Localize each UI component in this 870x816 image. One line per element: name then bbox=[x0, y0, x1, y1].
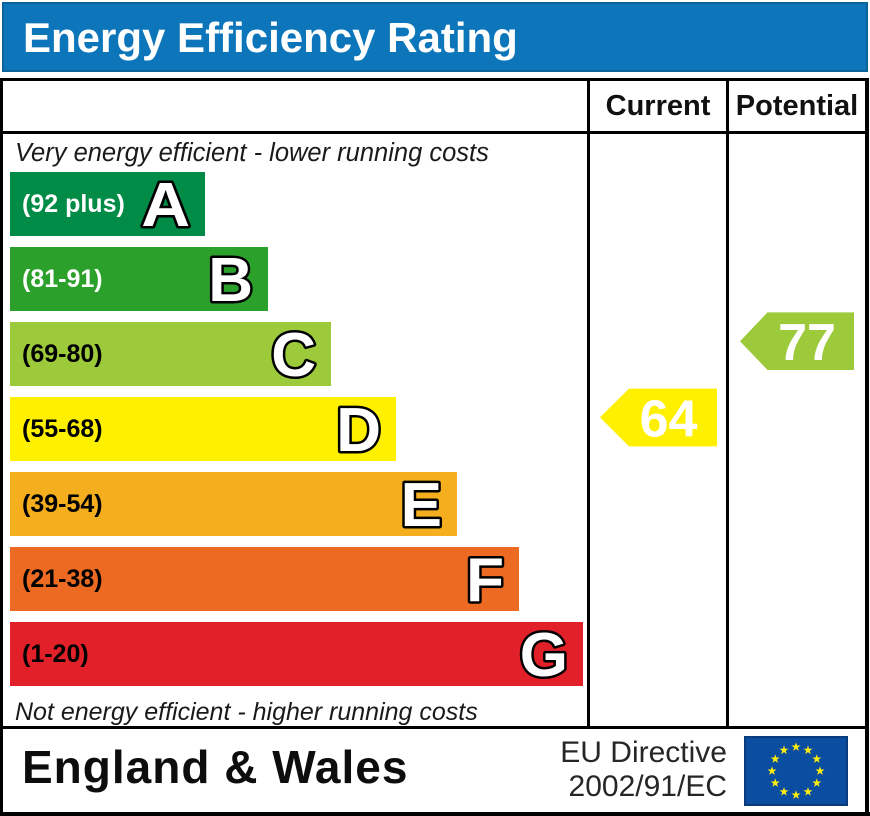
svg-text:C: C bbox=[271, 322, 316, 386]
svg-text:64: 64 bbox=[640, 391, 698, 449]
svg-text:77: 77 bbox=[778, 314, 836, 372]
svg-text:F: F bbox=[466, 547, 504, 611]
svg-text:G: G bbox=[520, 622, 568, 686]
svg-text:E: E bbox=[401, 472, 442, 536]
svg-text:B: B bbox=[208, 247, 253, 311]
svg-text:D: D bbox=[336, 397, 381, 461]
svg-text:A: A bbox=[141, 172, 190, 236]
